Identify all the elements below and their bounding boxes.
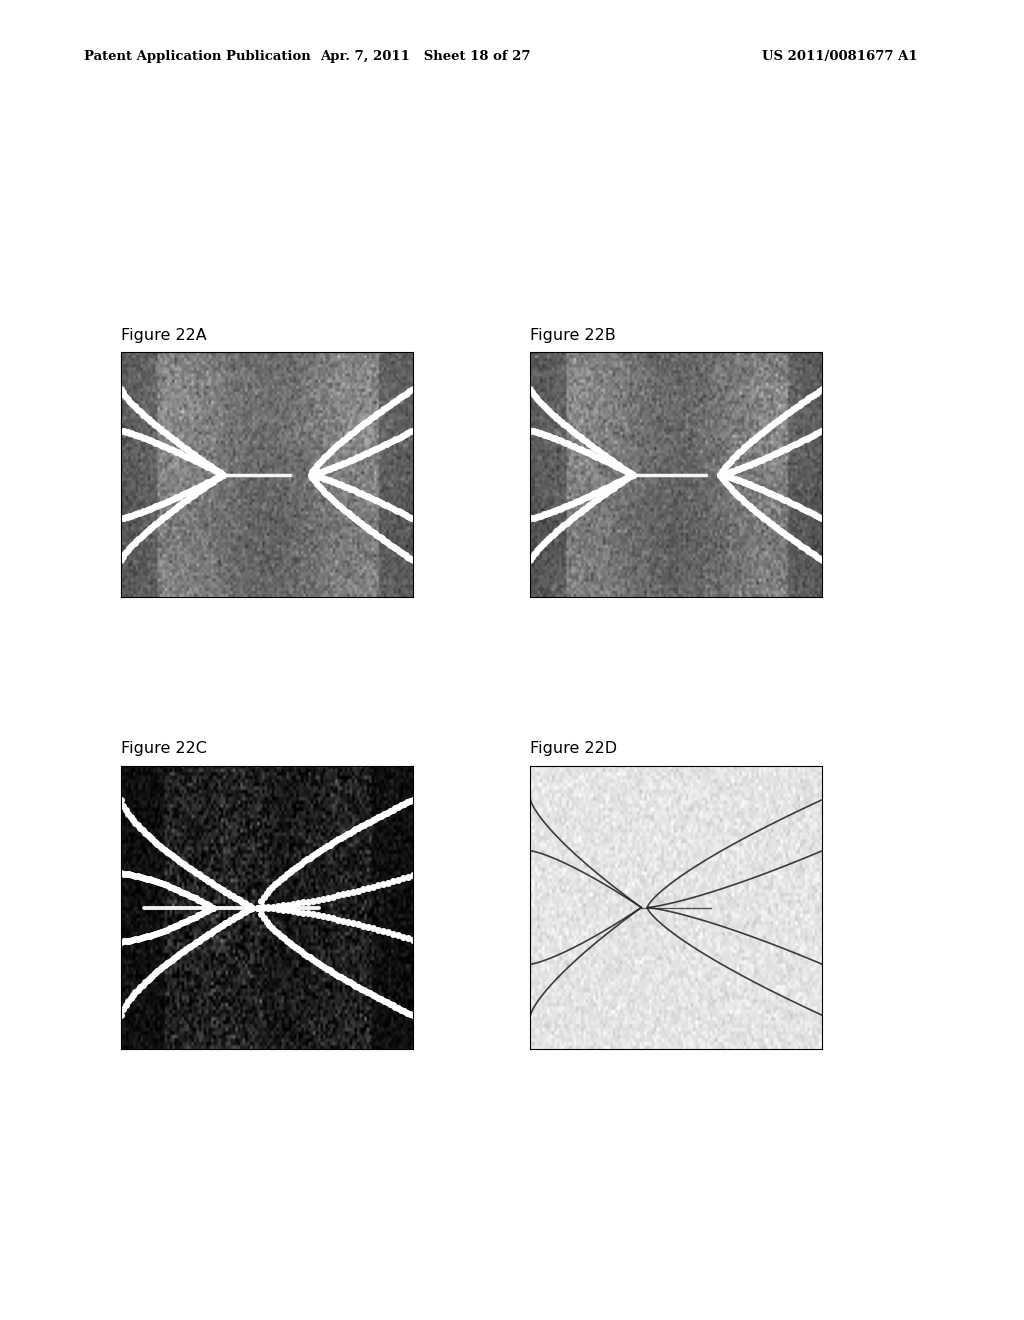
Text: US 2011/0081677 A1: US 2011/0081677 A1	[762, 50, 918, 63]
Text: Figure 22C: Figure 22C	[121, 742, 207, 756]
Text: Apr. 7, 2011   Sheet 18 of 27: Apr. 7, 2011 Sheet 18 of 27	[319, 50, 530, 63]
Text: Figure 22B: Figure 22B	[530, 329, 616, 343]
Text: Figure 22D: Figure 22D	[530, 742, 617, 756]
Text: Patent Application Publication: Patent Application Publication	[84, 50, 310, 63]
Text: Figure 22A: Figure 22A	[121, 329, 207, 343]
